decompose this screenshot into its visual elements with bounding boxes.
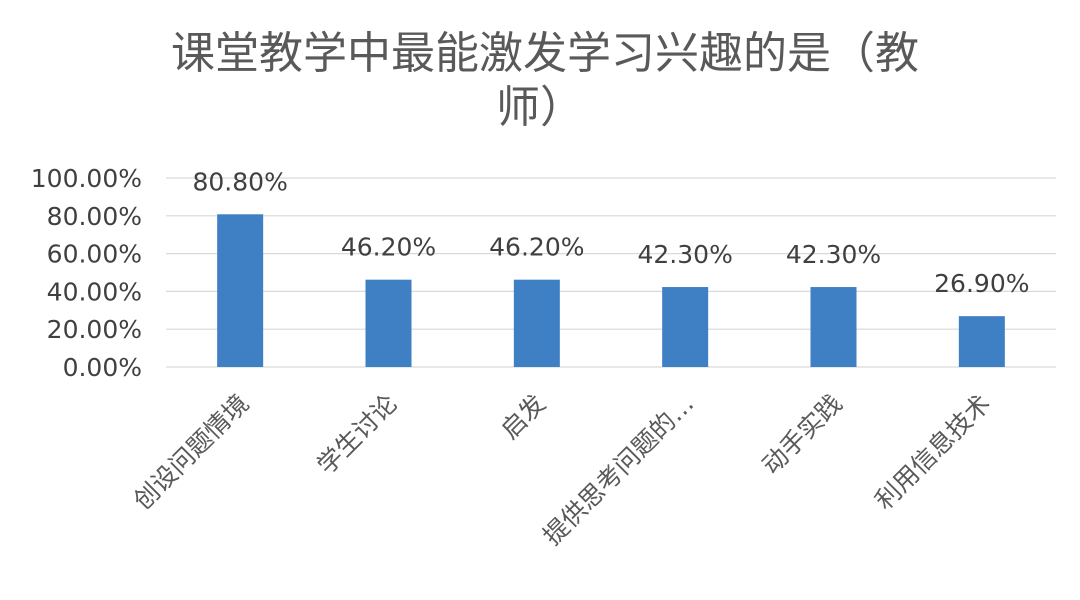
category-label: 动手实践	[757, 389, 848, 480]
chart-title-line-1: 课堂教学中最能激发学习兴趣的是（教	[171, 28, 919, 79]
chart-title: 课堂教学中最能激发学习兴趣的是（教 师）	[171, 28, 919, 133]
y-tick-label: 20.00%	[47, 315, 142, 344]
y-tick-label: 40.00%	[47, 277, 142, 306]
chart-title-line-2: 师）	[496, 82, 584, 133]
data-label: 26.90%	[934, 269, 1029, 298]
y-tick-label: 60.00%	[47, 240, 142, 269]
bar	[958, 316, 1005, 367]
data-label: 42.30%	[638, 240, 733, 269]
data-label: 42.30%	[786, 240, 881, 269]
category-label: 提供思考问题的…	[537, 389, 699, 551]
data-label: 80.80%	[193, 167, 288, 196]
data-labels: 80.80% 46.20% 46.20% 42.30% 42.30% 26.90%	[193, 167, 1030, 298]
gridlines	[166, 177, 1056, 368]
y-tick-label: 100.00%	[31, 164, 142, 193]
bar	[513, 279, 560, 367]
bar	[662, 287, 709, 367]
data-label: 46.20%	[489, 233, 584, 262]
bar	[217, 214, 264, 367]
bars	[217, 214, 1005, 367]
y-tick-label: 80.00%	[47, 202, 142, 231]
y-tick-label: 0.00%	[63, 353, 142, 382]
y-axis-labels: 0.00% 20.00% 40.00% 60.00% 80.00% 100.00%	[31, 164, 142, 382]
category-label: 利用信息技术	[869, 389, 996, 516]
bar	[810, 287, 857, 367]
category-label: 启发	[495, 389, 551, 445]
bar	[365, 279, 412, 367]
data-label: 46.20%	[341, 233, 436, 262]
category-label: 学生讨论	[312, 389, 403, 480]
category-label: 创设问题情境	[128, 389, 255, 516]
